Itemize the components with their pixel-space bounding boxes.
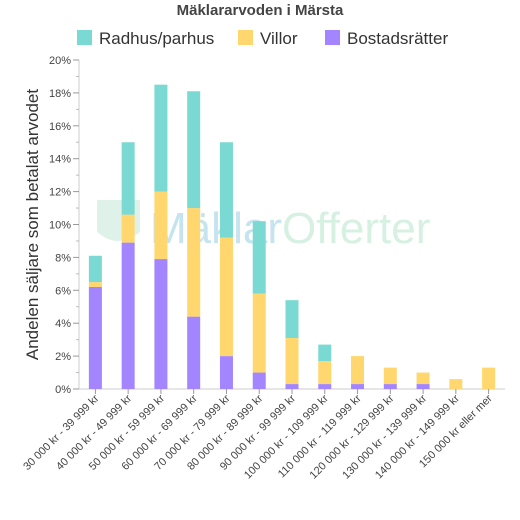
bar-segment xyxy=(351,356,365,385)
bar-segment xyxy=(252,372,266,389)
chart-title: Mäklararvoden i Märsta xyxy=(176,2,344,19)
y-tick-label: 0% xyxy=(55,384,71,396)
bar-segment xyxy=(383,384,397,389)
bar-segment xyxy=(219,356,233,389)
y-tick-label: 6% xyxy=(55,285,71,297)
y-tick-label: 10% xyxy=(49,220,71,232)
bar-segment xyxy=(318,361,332,385)
bar-segment xyxy=(318,344,332,362)
y-tick-label: 2% xyxy=(55,351,71,363)
bar-segment xyxy=(154,259,168,389)
bar-segment xyxy=(88,255,102,283)
bar-segment xyxy=(121,242,135,389)
y-tick-label: 12% xyxy=(49,187,71,199)
bar-segment xyxy=(383,367,397,385)
bar-segment xyxy=(416,384,430,389)
bar-segment xyxy=(154,84,168,192)
y-tick-label: 18% xyxy=(49,88,71,100)
bar-segment xyxy=(318,384,332,389)
legend-swatch xyxy=(77,30,92,45)
bar-segment xyxy=(219,142,233,238)
bar-segment xyxy=(285,300,299,339)
bar-segment xyxy=(88,287,102,389)
bar-segment xyxy=(121,214,135,243)
bar-segment xyxy=(351,384,365,389)
legend-label: Villor xyxy=(260,29,298,48)
bar-segment xyxy=(154,191,168,260)
bar-segment xyxy=(187,316,201,389)
y-tick-label: 20% xyxy=(49,55,71,67)
bar-segment xyxy=(252,221,266,294)
y-axis-label: Andelen säljare som betalat arvodet xyxy=(23,89,42,360)
y-tick-label: 8% xyxy=(55,252,71,264)
bar-segment xyxy=(121,142,135,215)
legend-label: Bostadsrätter xyxy=(347,29,448,48)
bar-segment xyxy=(482,367,496,389)
bar-segment xyxy=(187,208,201,317)
legend-swatch xyxy=(325,30,340,45)
legend-swatch xyxy=(238,30,253,45)
y-tick-label: 14% xyxy=(49,154,71,166)
y-tick-label: 16% xyxy=(49,121,71,133)
legend-label: Radhus/parhus xyxy=(99,29,214,48)
bar-segment xyxy=(219,237,233,357)
bar-segment xyxy=(449,379,463,389)
bar-segment xyxy=(285,384,299,389)
bar-segment xyxy=(416,372,430,385)
bar-segment xyxy=(187,91,201,209)
bar-segment xyxy=(252,293,266,373)
y-tick-label: 4% xyxy=(55,318,71,330)
bar-segment xyxy=(88,282,102,288)
bar-segment xyxy=(285,338,299,385)
